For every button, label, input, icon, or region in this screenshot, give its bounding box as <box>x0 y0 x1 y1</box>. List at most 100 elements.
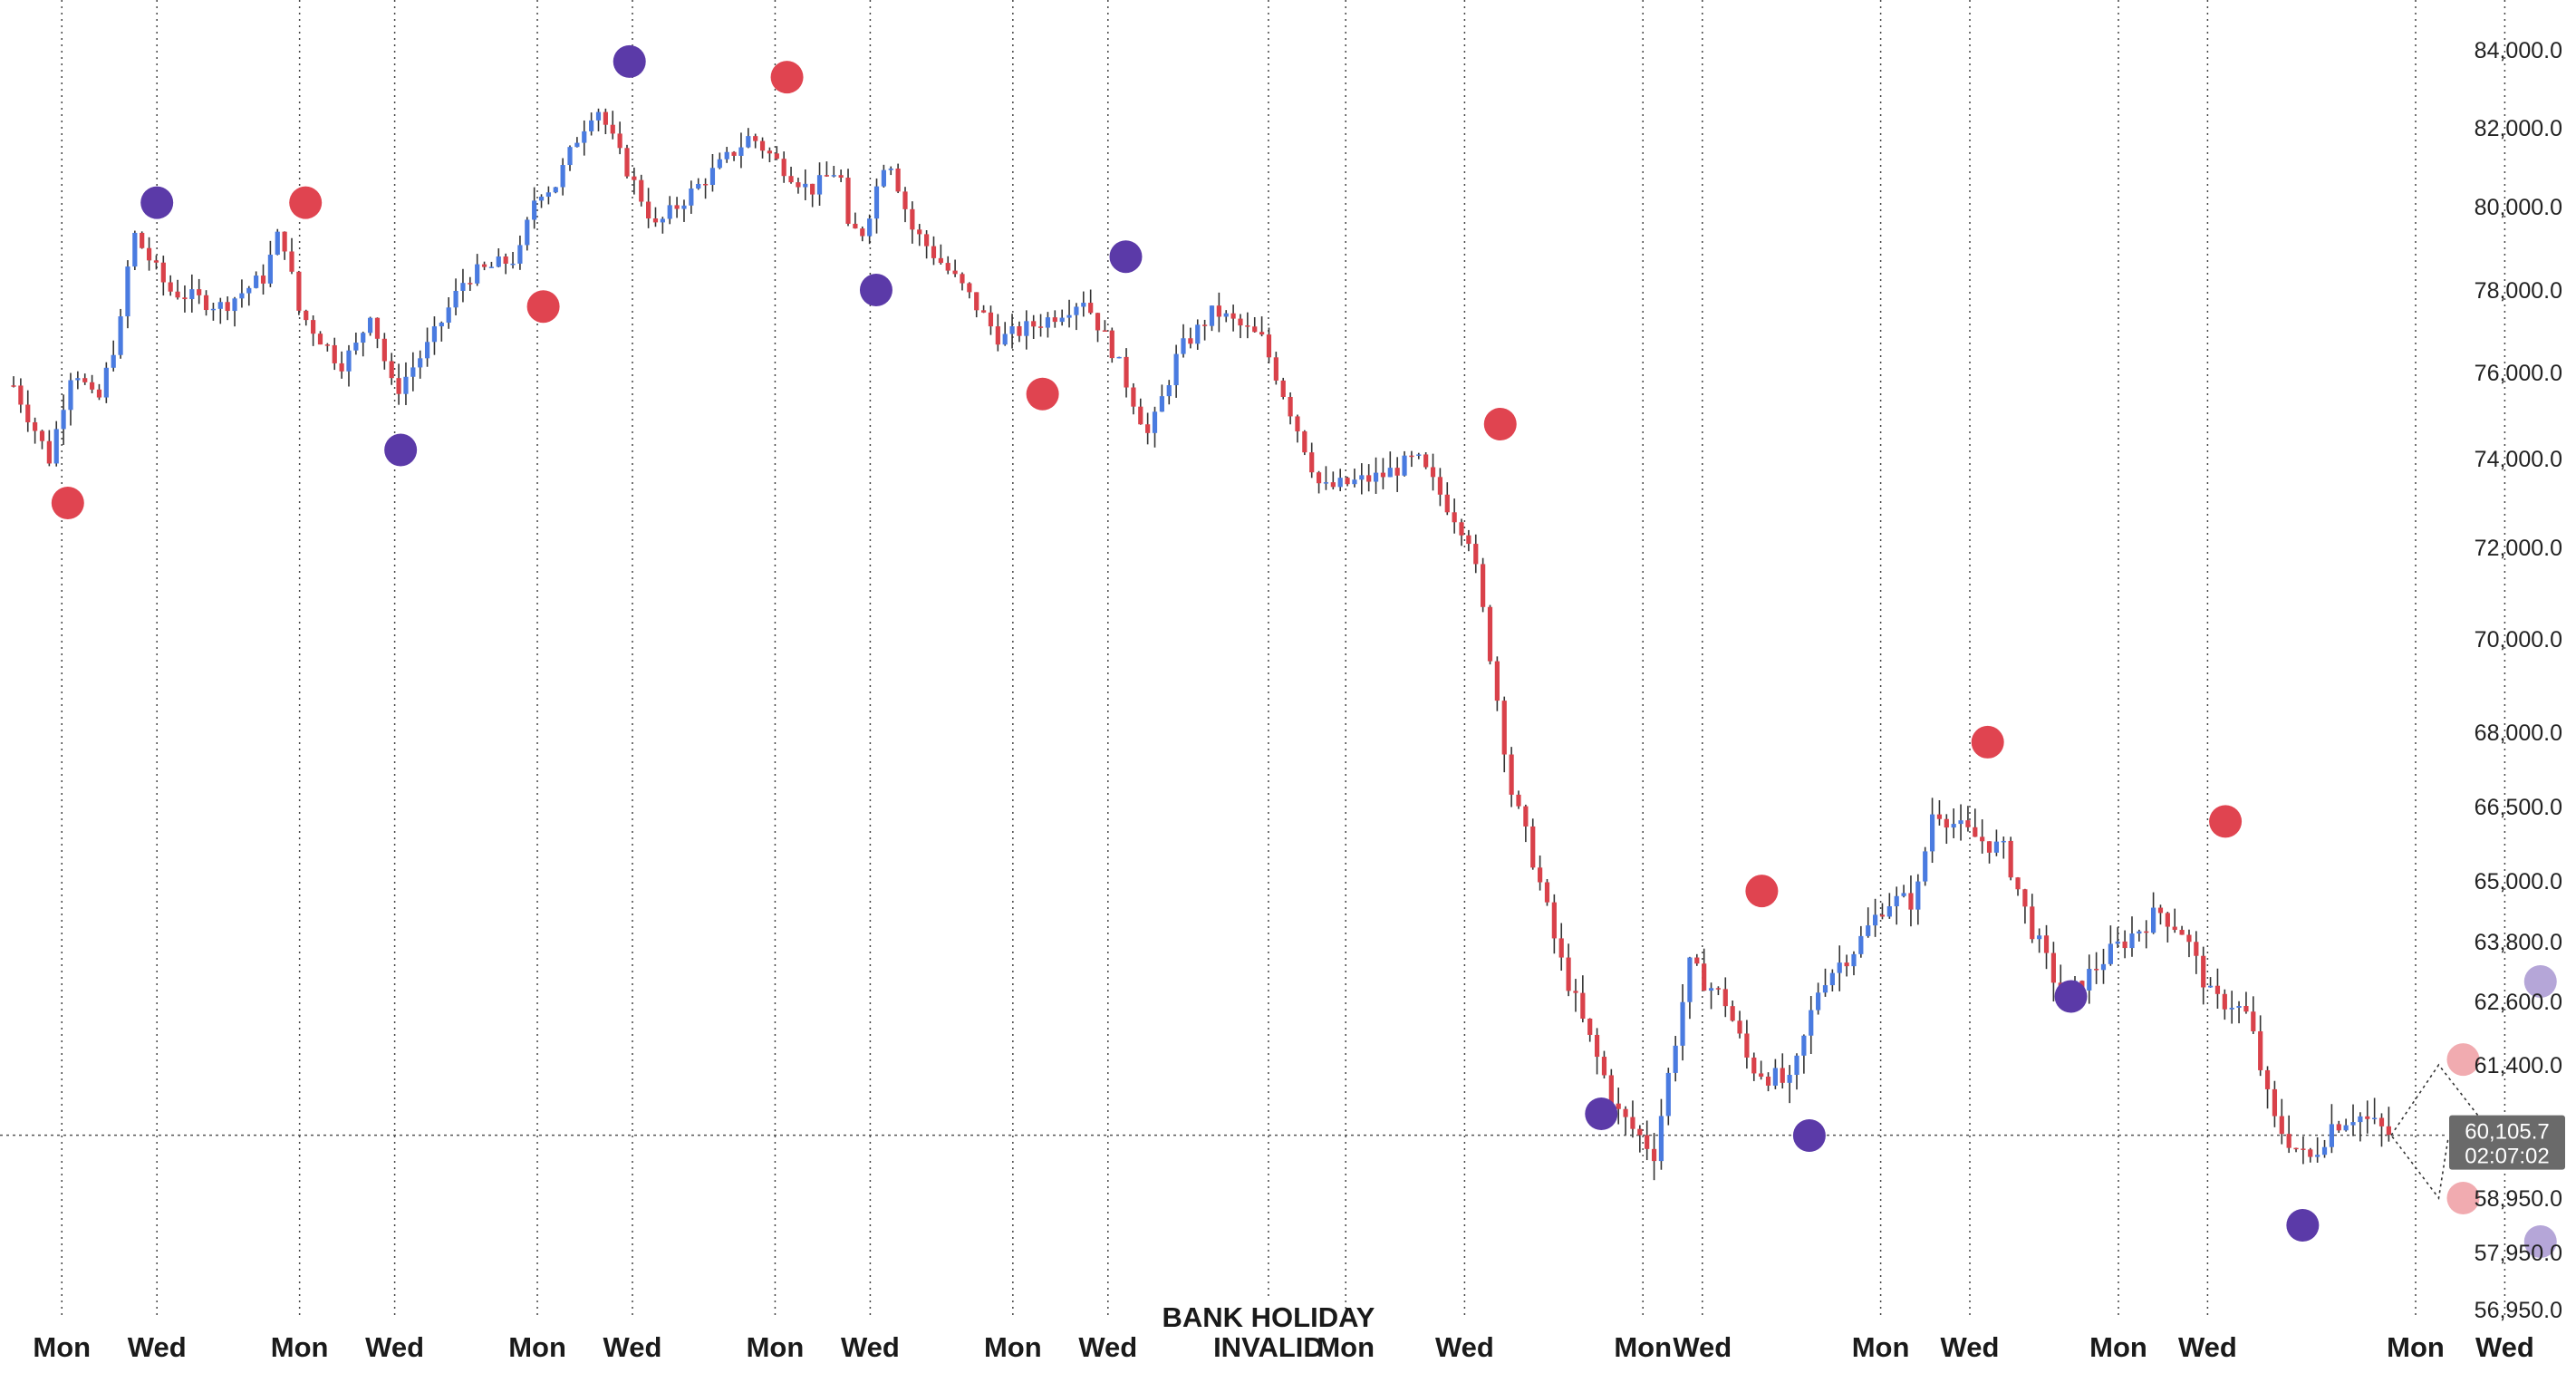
candle-body <box>717 159 722 169</box>
candle-body <box>1195 324 1201 344</box>
candle-body <box>952 270 958 275</box>
pivot-high-marker <box>289 186 323 219</box>
candle-body <box>1665 1072 1671 1117</box>
candle-body <box>217 302 223 309</box>
candle-body <box>624 148 630 177</box>
candle-body <box>995 326 1000 345</box>
candle-body <box>574 142 580 148</box>
pivot-high-marker <box>2209 805 2243 838</box>
candle-body <box>282 231 287 252</box>
candle-body <box>2272 1088 2278 1117</box>
candle-body <box>517 245 523 264</box>
price-tag-box <box>2449 1115 2565 1170</box>
candle-body <box>1330 482 1336 488</box>
candle-body <box>1166 385 1172 397</box>
candle-body <box>446 307 451 324</box>
candle-body <box>39 430 45 441</box>
candle-body <box>1309 452 1315 473</box>
y-tick-label: 66,500.0 <box>2475 795 2562 820</box>
y-tick-label: 56,950.0 <box>2475 1298 2562 1323</box>
candle-body <box>2050 952 2056 983</box>
candle-body <box>1216 305 1221 317</box>
candle-body <box>1809 1010 1814 1036</box>
candle-body <box>753 136 758 141</box>
x-axis: Mon Wed Mon Wed Mon Wed Mon Wed Mon Wed Mon Wed Mon W… <box>33 1331 2533 1363</box>
candle-body <box>910 208 915 230</box>
candle-body <box>1872 914 1878 926</box>
candle-body <box>2179 930 2185 935</box>
candle-body <box>439 323 444 327</box>
candle-body <box>2343 1125 2349 1131</box>
candle-body <box>652 218 659 223</box>
candle-body <box>289 251 294 272</box>
candle-body <box>2165 913 2170 927</box>
candle-body <box>980 310 987 313</box>
candle-body <box>1173 353 1179 386</box>
candle-body <box>988 312 994 327</box>
candle-body <box>2350 1122 2356 1126</box>
candle-body <box>481 264 487 267</box>
candle-body <box>2008 840 2013 878</box>
candle-body <box>1715 988 1722 990</box>
candle-body <box>881 169 886 187</box>
candle-body <box>1980 836 1985 842</box>
candle-body <box>1879 914 1886 917</box>
candle-body <box>1402 455 1407 476</box>
x-tick-label: Wed <box>603 1331 662 1363</box>
candle-body <box>1031 321 1037 327</box>
candle-body <box>140 232 145 248</box>
candle-body <box>1623 1108 1628 1117</box>
candle-body <box>838 175 844 179</box>
candle-body <box>1088 303 1094 314</box>
candle-body <box>2129 933 2135 949</box>
candle-body <box>339 363 344 372</box>
candle-body <box>453 290 458 308</box>
candle-body <box>902 191 908 209</box>
candle-body <box>239 293 245 299</box>
candle-body <box>1245 325 1250 327</box>
candle-body <box>1259 332 1265 335</box>
candle-body <box>938 257 943 264</box>
candle-body <box>267 255 273 284</box>
candle-body <box>1352 479 1357 485</box>
candle-body <box>431 326 438 343</box>
candle-body <box>1066 314 1072 318</box>
candle-body <box>1822 985 1828 993</box>
candle-body <box>1787 1075 1792 1083</box>
candle-body <box>738 147 744 156</box>
candle-body <box>418 358 423 368</box>
candle-body <box>1759 1073 1764 1077</box>
x-tick-label: Mon <box>747 1331 805 1363</box>
candle-body <box>545 192 551 198</box>
candle-body <box>1345 478 1350 485</box>
x-tick-label: Wed <box>1673 1331 1732 1363</box>
candle-body <box>1017 326 1022 336</box>
candle-body <box>1124 356 1129 388</box>
x-tick-label: Mon <box>508 1331 566 1363</box>
candle-body <box>1558 938 1564 958</box>
candle-body <box>1587 1018 1593 1035</box>
candle-body <box>709 168 716 186</box>
pivot-high-marker <box>1026 377 1059 411</box>
pivot-low-marker <box>2523 1225 2557 1258</box>
candle-body <box>702 183 709 186</box>
candle-body <box>1452 512 1457 523</box>
pivot-low-marker <box>2054 980 2088 1013</box>
y-tick-label: 58,950.0 <box>2475 1186 2562 1212</box>
pivot-low-marker <box>1585 1097 1618 1130</box>
candle-body <box>2186 934 2192 943</box>
candle-body <box>774 153 779 160</box>
candle-body <box>945 263 950 271</box>
candle-body <box>931 246 937 258</box>
candle-body <box>1722 989 1728 1007</box>
candle-body <box>2301 1148 2306 1150</box>
candle-body <box>2329 1124 2334 1147</box>
candle-body <box>1059 317 1065 323</box>
pivot-high-marker <box>51 487 84 519</box>
candle-body <box>1430 467 1436 478</box>
candle-body <box>1694 957 1700 964</box>
candle-body <box>332 344 337 363</box>
x-tick-label: Mon <box>1614 1331 1672 1363</box>
candle-body <box>2236 1005 2242 1008</box>
